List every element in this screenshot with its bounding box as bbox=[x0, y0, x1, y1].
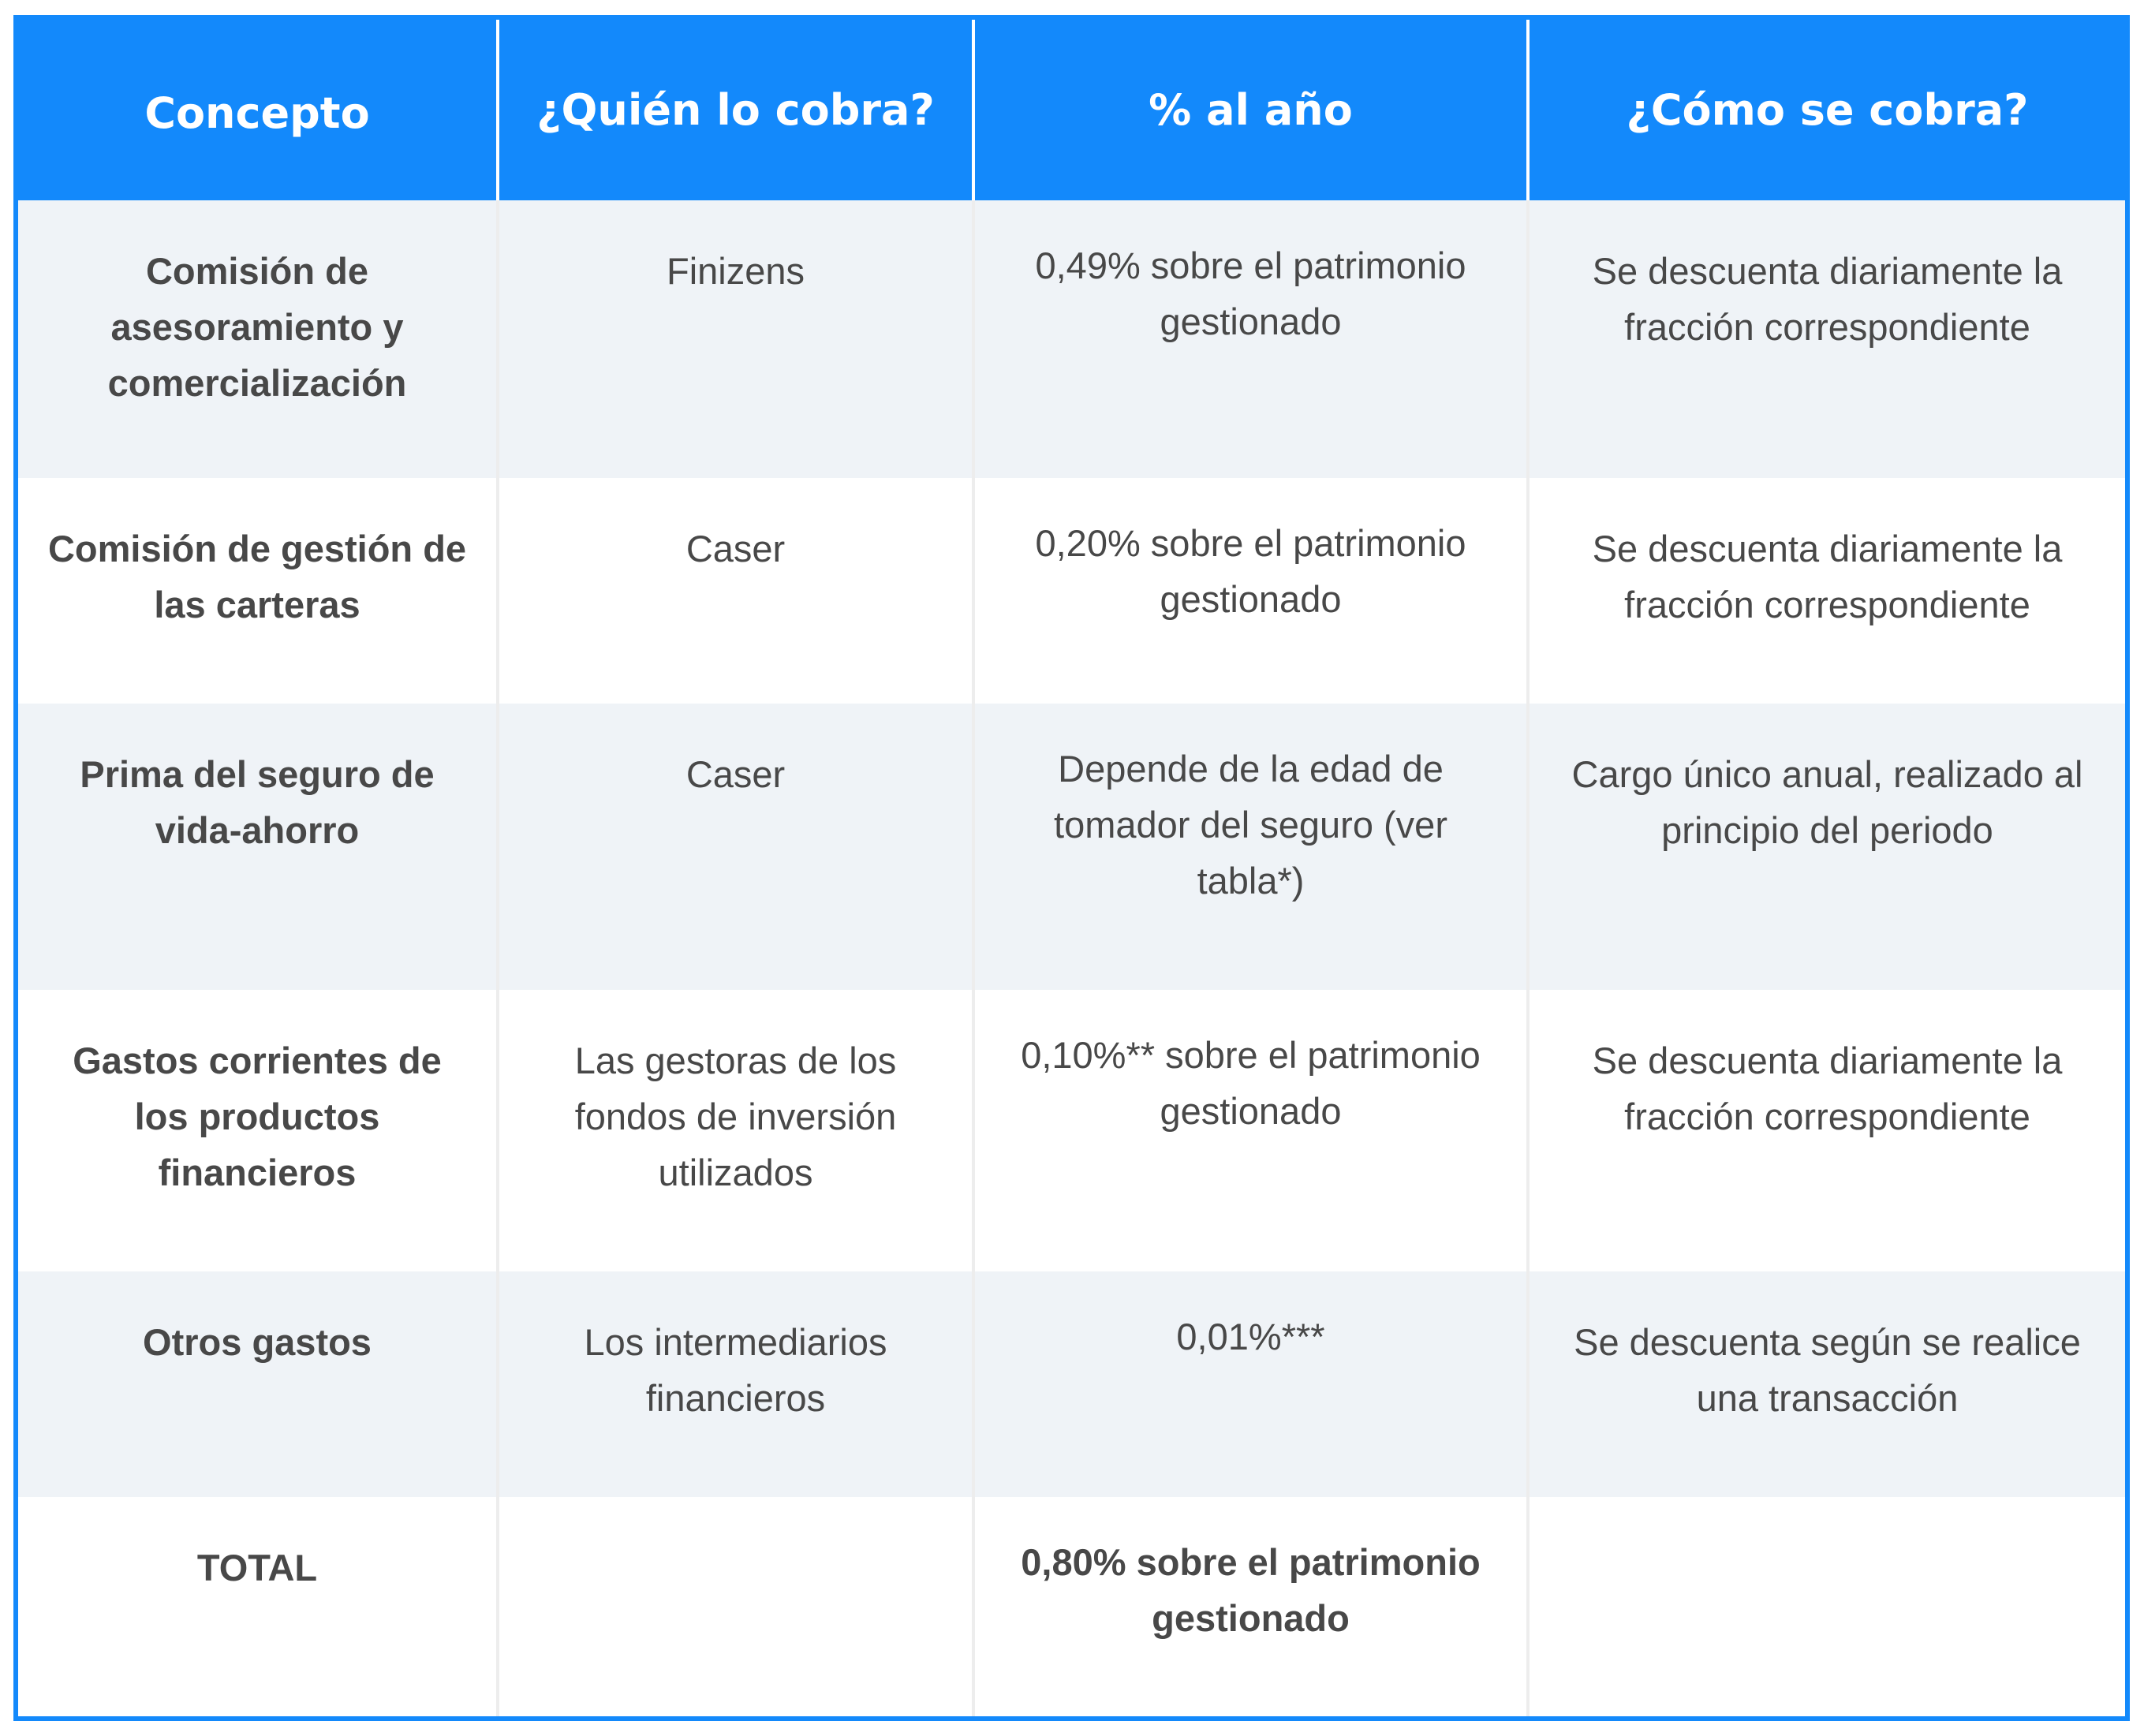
cell-porcentaje: Depende de la edad de tomador del seguro… bbox=[972, 704, 1530, 990]
table-row: Prima del seguro de vida-ahorro Caser De… bbox=[18, 704, 2125, 990]
cell-como: Se descuenta diariamente la fracción cor… bbox=[1526, 990, 2125, 1271]
cell-quien: Caser bbox=[496, 704, 975, 990]
cell-como: Cargo único anual, realizado al principi… bbox=[1526, 704, 2125, 990]
cell-como: Se descuenta diariamente la fracción cor… bbox=[1526, 200, 2125, 478]
cell-como: Se descuenta según se realice una transa… bbox=[1526, 1271, 2125, 1497]
table-row: Otros gastos Los intermediarios financie… bbox=[18, 1271, 2125, 1497]
table-header-row: Concepto ¿Quién lo cobra? % al año ¿Cómo… bbox=[18, 20, 2125, 200]
cell-como: Se descuenta diariamente la fracción cor… bbox=[1526, 478, 2125, 704]
cell-porcentaje: 0,20% sobre el patrimonio gestionado bbox=[972, 478, 1530, 704]
cell-quien: Finizens bbox=[496, 200, 975, 478]
cell-porcentaje: 0,10%** sobre el patrimonio gestionado bbox=[972, 990, 1530, 1271]
table-row: Comisión de gestión de las carteras Case… bbox=[18, 478, 2125, 704]
cell-concepto: Prima del seguro de vida-ahorro bbox=[18, 704, 499, 990]
cell-quien: Caser bbox=[496, 478, 975, 704]
table-row: Gastos corrientes de los productos finan… bbox=[18, 990, 2125, 1271]
header-concepto: Concepto bbox=[18, 20, 499, 200]
fees-table: Concepto ¿Quién lo cobra? % al año ¿Cómo… bbox=[18, 20, 2125, 1716]
cell-porcentaje: 0,01%*** bbox=[972, 1271, 1530, 1497]
cell-concepto: Comisión de gestión de las carteras bbox=[18, 478, 499, 704]
cell-concepto: Comisión de asesoramiento y comercializa… bbox=[18, 200, 499, 478]
header-quien-lo-cobra: ¿Quién lo cobra? bbox=[496, 20, 975, 200]
cell-porcentaje: 0,49% sobre el patrimonio gestionado bbox=[972, 200, 1530, 478]
cell-concepto: Gastos corrientes de los productos finan… bbox=[18, 990, 499, 1271]
table-row: Comisión de asesoramiento y comercializa… bbox=[18, 200, 2125, 478]
fees-table-frame: Concepto ¿Quién lo cobra? % al año ¿Cómo… bbox=[13, 15, 2130, 1721]
cell-quien: Las gestoras de los fondos de inversión … bbox=[496, 990, 975, 1271]
cell-quien-total bbox=[496, 1497, 975, 1716]
cell-concepto-total: TOTAL bbox=[18, 1497, 499, 1716]
cell-como-total bbox=[1526, 1497, 2125, 1716]
cell-porcentaje-total: 0,80% sobre el patrimonio gestionado bbox=[972, 1497, 1530, 1716]
cell-quien: Los intermediarios financieros bbox=[496, 1271, 975, 1497]
header-porcentaje-anual: % al año bbox=[972, 20, 1530, 200]
cell-concepto: Otros gastos bbox=[18, 1271, 499, 1497]
header-como-se-cobra: ¿Cómo se cobra? bbox=[1526, 20, 2125, 200]
table-row-total: TOTAL 0,80% sobre el patrimonio gestiona… bbox=[18, 1497, 2125, 1716]
